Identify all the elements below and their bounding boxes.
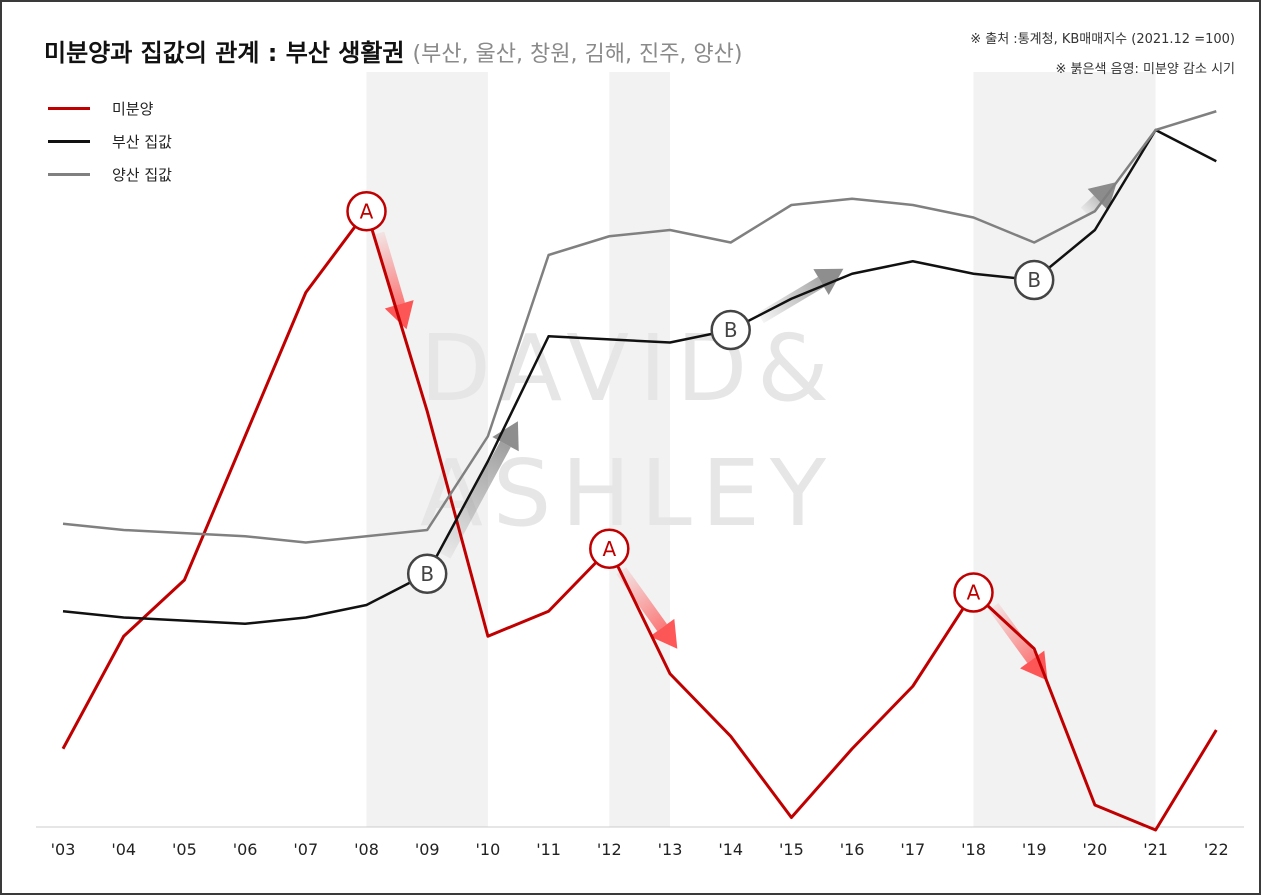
x-tick-label: '22 <box>1204 840 1229 859</box>
source-note: ※ 출처 :통계청, KB매매지수 (2021.12 =100) <box>970 32 1235 47</box>
x-tick-label: '13 <box>658 840 683 859</box>
x-tick-label: '11 <box>536 840 561 859</box>
chart-title-block: 미분양과 집값의 관계 : 부산 생활권 (부산, 울산, 창원, 김해, 진주,… <box>44 33 742 68</box>
legend-label-busan: 부산 집값 <box>112 133 172 151</box>
marker-a-circle <box>953 572 994 613</box>
legend-label-yangsan: 양산 집값 <box>112 166 172 184</box>
legend-swatch-busan <box>48 140 90 143</box>
marker-b-circle <box>1013 259 1055 301</box>
arrow-b-2009-head <box>492 421 519 452</box>
legend-label-unsold: 미분양 <box>112 100 154 118</box>
shaded-periods <box>366 72 1156 827</box>
watermark: DAVID& ASHLEY <box>420 315 839 547</box>
x-tick-label: '20 <box>1083 840 1108 859</box>
x-axis-ticks: '03 '04 '05 '06 '07 '08 '09 '10 '11 '12 '13 '14 '15 '… <box>51 840 1229 859</box>
arrow-b-2019-shaft <box>1080 195 1103 217</box>
watermark-line-1: DAVID& <box>420 315 839 422</box>
marker-b-circle <box>710 309 751 351</box>
chart-title: 미분양과 집값의 관계 : 부산 생활권 <box>44 39 405 67</box>
x-tick-label: '16 <box>840 840 865 859</box>
legend-item-busan: 부산 집값 <box>48 125 172 158</box>
marker-b-label: B <box>420 562 434 586</box>
x-tick-label: '09 <box>415 840 440 859</box>
legend: 미분양 부산 집값 양산 집값 <box>48 92 172 191</box>
arrow-a-2018-head <box>1020 650 1048 681</box>
x-tick-label: '12 <box>597 840 622 859</box>
series-line-unsold <box>61 209 1218 832</box>
marker-a-label: A <box>967 581 981 605</box>
arrow-a-2012-head <box>649 618 678 649</box>
legend-item-yangsan: 양산 집값 <box>48 158 172 191</box>
x-tick-label: '03 <box>51 840 76 859</box>
arrow-a-2008-shaft <box>372 231 405 306</box>
legend-swatch-unsold <box>48 107 90 110</box>
watermark-line-2: ASHLEY <box>420 440 836 547</box>
x-tick-label: '21 <box>1143 840 1168 859</box>
arrow-a-2012-shaft <box>616 567 668 632</box>
chart-subtitle: (부산, 울산, 창원, 김해, 진주, 양산) <box>412 42 743 67</box>
x-tick-label: '05 <box>172 840 197 859</box>
shaded-period-2 <box>973 72 1156 827</box>
marker-a-circle <box>589 528 630 569</box>
shaded-period-0 <box>366 72 488 827</box>
marker-a-label: A <box>602 537 616 561</box>
shade-note: ※ 붉은색 음영: 미분양 감소 시기 <box>1055 62 1235 77</box>
x-tick-label: '18 <box>961 840 986 859</box>
x-tick-label: '08 <box>354 840 379 859</box>
x-tick-label: '10 <box>476 840 501 859</box>
marker-a-circle <box>346 191 387 232</box>
annotation-markers: A A A B B B <box>346 191 1055 613</box>
x-tick-label: '06 <box>233 840 258 859</box>
x-tick-label: '15 <box>779 840 804 859</box>
arrow-b-2009-shaft <box>439 441 511 559</box>
x-tick-label: '07 <box>293 840 318 859</box>
marker-b-circle <box>406 553 448 594</box>
arrow-b-2014-head <box>813 268 844 295</box>
shaded-period-1 <box>609 72 670 827</box>
x-tick-label: '17 <box>900 840 925 859</box>
marker-a-label: A <box>360 199 374 223</box>
x-tick-label: '19 <box>1022 840 1047 859</box>
marker-b-label: B <box>1027 268 1041 292</box>
legend-swatch-yangsan <box>48 173 90 176</box>
x-tick-label: '14 <box>718 840 743 859</box>
x-tick-label: '04 <box>111 840 136 859</box>
series-line-yangsan <box>62 110 1217 544</box>
legend-item-unsold: 미분양 <box>48 92 172 125</box>
marker-b-label: B <box>724 318 738 342</box>
